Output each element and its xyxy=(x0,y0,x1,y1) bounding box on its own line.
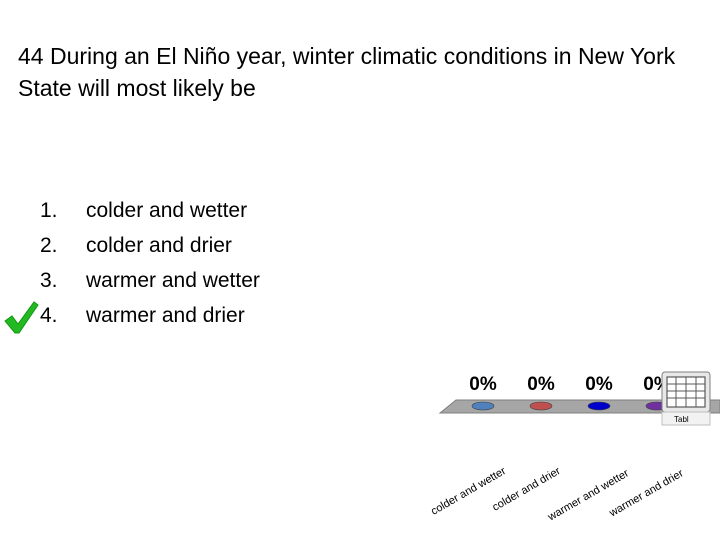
chart-data-label-2: 0% xyxy=(527,374,555,395)
chart-data-label-1: 0% xyxy=(469,374,497,395)
checkmark-icon xyxy=(4,301,39,334)
option-label: warmer and wetter xyxy=(86,269,260,292)
question-number: 44 xyxy=(18,43,44,69)
option-label: warmer and drier xyxy=(86,304,245,327)
table-grid-icon[interactable]: Tabl xyxy=(661,371,711,426)
option-number: 2. xyxy=(40,234,58,257)
question-text: 44 During an El Niño year, winter climat… xyxy=(18,40,708,104)
question-body: During an El Niño year, winter climatic … xyxy=(18,43,676,101)
option-label: colder and drier xyxy=(86,234,232,257)
chart-bar-3 xyxy=(587,401,611,411)
option-number: 1. xyxy=(40,199,58,222)
option-number: 3. xyxy=(40,269,58,292)
chart-bar-1 xyxy=(471,401,495,411)
option-number: 4. xyxy=(40,304,58,327)
chart-bar-2 xyxy=(529,401,553,411)
table-widget-label: Tabl xyxy=(674,415,689,424)
chart-data-label-3: 0% xyxy=(585,374,613,395)
option-label: colder and wetter xyxy=(86,199,248,222)
